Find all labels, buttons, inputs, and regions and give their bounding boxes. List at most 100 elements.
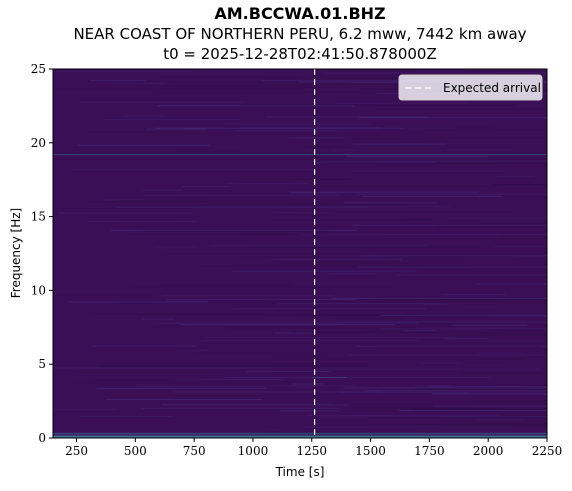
spectrogram-streak <box>129 81 357 83</box>
x-tick-label: 750 <box>183 444 206 458</box>
spectrogram-streak <box>438 225 547 227</box>
plot-frame <box>52 68 548 439</box>
spectrogram-streak <box>233 130 338 132</box>
spectrogram-streak <box>141 407 340 409</box>
spectrogram-streak <box>88 221 198 223</box>
spectrogram-streak <box>314 138 406 140</box>
spectrogram-streak <box>432 393 547 395</box>
spectrogram-streak <box>161 253 375 255</box>
spectrogram-streak <box>304 426 511 428</box>
legend-box <box>398 74 543 101</box>
spectrogram-streak <box>376 160 547 162</box>
spectrogram-streak <box>145 128 207 130</box>
spectrogram-streak <box>53 408 118 410</box>
spectrogram-streak <box>103 199 179 201</box>
spectrogram-streak <box>343 387 547 389</box>
spectrogram-streak <box>436 237 547 239</box>
spectrogram-streak <box>469 341 547 343</box>
spectrogram-streak <box>131 286 392 288</box>
spectrogram-streak <box>246 371 332 373</box>
spectrogram-streak <box>334 102 470 104</box>
spectrogram-streak <box>355 345 547 347</box>
spectrogram-streak <box>172 87 334 89</box>
spectrogram-streak <box>137 385 355 387</box>
x-tick-label: 1750 <box>414 444 445 458</box>
spectrogram-streak <box>69 382 317 384</box>
spectrogram-streak <box>199 265 425 267</box>
spectrogram-streak <box>68 301 208 303</box>
spectrogram-streak <box>477 419 523 421</box>
spectrogram-streak <box>376 346 539 348</box>
spectrogram-texture <box>53 69 547 435</box>
spectrogram-streak <box>462 304 499 306</box>
spectrogram-streak <box>261 301 502 303</box>
spectrogram-streak <box>356 193 547 195</box>
spectrogram-streak <box>274 332 314 334</box>
spectrogram-streak <box>381 127 494 129</box>
x-axis-label: Time [s] <box>275 465 325 479</box>
spectrogram-streak <box>155 127 404 129</box>
spectrogram-streak <box>383 233 547 235</box>
spectrogram-streak <box>443 362 503 364</box>
spectrogram-streak <box>181 186 231 188</box>
spectrogram-streak <box>153 246 199 248</box>
spectrogram-streak <box>105 118 241 120</box>
spectrogram-streak <box>409 424 547 426</box>
spectrogram-streak <box>494 246 545 248</box>
spectrogram-streak <box>271 358 528 360</box>
x-axis-ticks: 250 500 750 1000 1250 1500 1750 2000 2250 <box>65 438 562 458</box>
spectrogram-streak <box>477 332 547 334</box>
spectrogram-streak <box>245 233 288 235</box>
spectrogram-streak <box>395 274 547 276</box>
spectrogram-streak <box>322 72 547 74</box>
spectrogram-streak <box>144 194 341 196</box>
spectrogram-streak <box>161 404 349 406</box>
spectrogram-streak <box>343 202 438 204</box>
spectrogram-streak <box>359 255 547 257</box>
spectrogram-streak <box>155 91 396 93</box>
spectrogram-streak <box>204 337 457 339</box>
spectrogram-streak <box>462 69 547 71</box>
spectrogram-streak <box>117 302 266 304</box>
spectrogram-streak <box>443 338 489 340</box>
spectrogram-streak <box>265 116 428 118</box>
spectrogram-streak <box>135 314 418 316</box>
spectrogram-streak <box>226 182 308 184</box>
spectrogram-streak <box>333 149 511 151</box>
spectrogram-streak <box>374 108 547 110</box>
spectrogram-streak <box>353 407 547 409</box>
spectrogram-streak <box>277 303 449 305</box>
spectrogram-streak <box>460 372 547 374</box>
y-tick-label: 10 <box>31 283 46 297</box>
spectrogram-streak <box>414 388 499 390</box>
spectrogram-streak <box>115 206 368 208</box>
spectrogram-streak <box>362 195 503 197</box>
spectrogram-streak <box>206 199 289 201</box>
spectrogram-streak <box>166 298 356 300</box>
x-tick-label: 1250 <box>296 444 327 458</box>
spectrogram-streak <box>174 150 241 152</box>
spectrogram-streak <box>272 211 335 213</box>
spectrogram-streak <box>232 270 417 272</box>
spectrogram-streak <box>344 298 383 300</box>
spectrogram-streak <box>298 234 501 236</box>
spectrogram-streak <box>201 340 421 342</box>
spectrogram-streak <box>452 384 547 386</box>
x-tick-label: 2000 <box>473 444 504 458</box>
spectrogram-streak <box>251 83 457 85</box>
spectrogram-streak <box>232 308 427 310</box>
spectrogram-streak <box>130 327 192 329</box>
spectrogram-streak <box>305 332 504 334</box>
spectrogram-streak <box>92 345 197 347</box>
spectrogram-streak <box>292 383 323 385</box>
spectrogram-streak <box>224 376 491 378</box>
spectrogram-streak <box>152 295 335 297</box>
spectrogram-streak <box>494 73 547 75</box>
spectrogram-streak <box>77 144 210 146</box>
spectrogram-streak <box>346 155 488 157</box>
spectrogram-streak <box>110 229 358 231</box>
spectrogram-streak <box>53 88 302 90</box>
spectrogram-streak <box>88 313 266 315</box>
spectrogram-streak <box>488 315 547 317</box>
